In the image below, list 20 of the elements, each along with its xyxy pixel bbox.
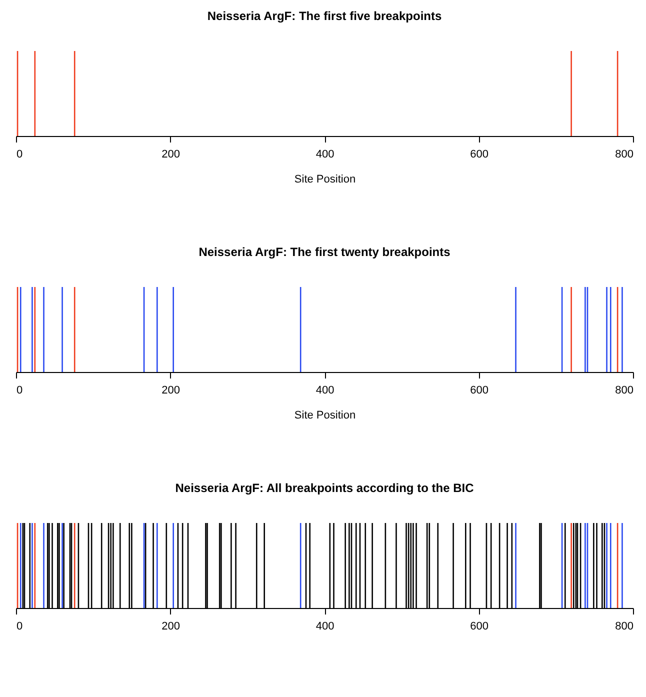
x-tick-label: 600 xyxy=(470,384,488,396)
x-axis-title: Site Position xyxy=(294,174,356,186)
x-tick-label: 800 xyxy=(615,148,634,160)
chart-title: Neisseria ArgF: The first twenty breakpoints xyxy=(198,245,451,259)
chart-title: Neisseria ArgF: The first five breakpoints xyxy=(207,9,442,23)
x-tick-label: 0 xyxy=(16,620,23,632)
x-tick-label: 200 xyxy=(162,620,180,632)
x-tick-label: 400 xyxy=(316,620,334,632)
x-tick-label: 800 xyxy=(615,620,634,632)
x-tick-label: 200 xyxy=(162,148,180,160)
x-tick-label: 600 xyxy=(470,148,488,160)
chart-title: Neisseria ArgF: All breakpoints according to the BIC xyxy=(175,481,474,495)
x-tick-label: 400 xyxy=(316,384,334,396)
x-axis-title: Site Position xyxy=(294,410,356,422)
x-tick-label: 400 xyxy=(316,148,334,160)
x-tick-label: 600 xyxy=(470,620,488,632)
x-tick-label: 800 xyxy=(615,384,634,396)
x-tick-label: 0 xyxy=(16,384,23,396)
x-tick-label: 200 xyxy=(162,384,180,396)
x-tick-label: 0 xyxy=(16,148,23,160)
